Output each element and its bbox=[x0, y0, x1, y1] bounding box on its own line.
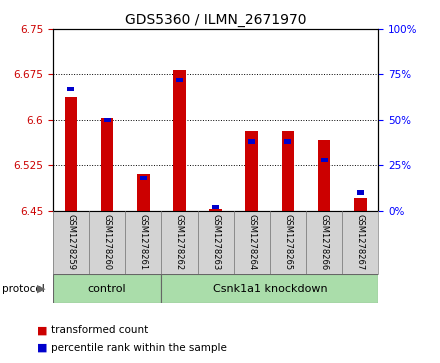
Bar bbox=[354, 199, 367, 211]
Text: ■: ■ bbox=[37, 343, 48, 353]
Text: GSM1278261: GSM1278261 bbox=[139, 214, 148, 270]
Text: transformed count: transformed count bbox=[51, 325, 148, 335]
Bar bbox=[212, 205, 219, 209]
Bar bbox=[306, 211, 342, 274]
Bar bbox=[161, 211, 198, 274]
Bar bbox=[321, 158, 328, 162]
Text: protocol: protocol bbox=[2, 284, 45, 294]
Bar bbox=[101, 118, 114, 211]
Bar bbox=[357, 190, 364, 195]
Bar bbox=[234, 211, 270, 274]
Bar bbox=[246, 131, 258, 211]
Bar bbox=[248, 139, 255, 144]
Text: Csnk1a1 knockdown: Csnk1a1 knockdown bbox=[213, 284, 327, 294]
Text: control: control bbox=[88, 284, 126, 294]
Bar bbox=[67, 87, 74, 91]
Bar bbox=[137, 174, 150, 211]
Bar bbox=[342, 211, 378, 274]
Text: GSM1278266: GSM1278266 bbox=[319, 214, 329, 270]
Text: GSM1278259: GSM1278259 bbox=[66, 214, 75, 270]
Text: percentile rank within the sample: percentile rank within the sample bbox=[51, 343, 227, 353]
Bar bbox=[209, 209, 222, 211]
Text: ■: ■ bbox=[37, 325, 48, 335]
Text: GSM1278263: GSM1278263 bbox=[211, 214, 220, 270]
Bar bbox=[173, 70, 186, 211]
Bar bbox=[125, 211, 161, 274]
Bar bbox=[270, 211, 306, 274]
Bar bbox=[318, 140, 330, 211]
Text: GSM1278262: GSM1278262 bbox=[175, 214, 184, 270]
Bar bbox=[282, 131, 294, 211]
Text: ▶: ▶ bbox=[37, 284, 45, 294]
Bar bbox=[89, 211, 125, 274]
Bar bbox=[161, 274, 378, 303]
Bar bbox=[140, 176, 147, 180]
Text: GSM1278264: GSM1278264 bbox=[247, 214, 256, 270]
Bar bbox=[53, 211, 89, 274]
Bar bbox=[53, 274, 161, 303]
Bar bbox=[103, 118, 110, 122]
Bar bbox=[285, 139, 291, 144]
Title: GDS5360 / ILMN_2671970: GDS5360 / ILMN_2671970 bbox=[125, 13, 306, 26]
Bar bbox=[176, 78, 183, 82]
Bar bbox=[65, 97, 77, 211]
Bar bbox=[198, 211, 234, 274]
Text: GSM1278260: GSM1278260 bbox=[103, 214, 112, 270]
Text: GSM1278267: GSM1278267 bbox=[356, 214, 365, 270]
Text: GSM1278265: GSM1278265 bbox=[283, 214, 293, 270]
